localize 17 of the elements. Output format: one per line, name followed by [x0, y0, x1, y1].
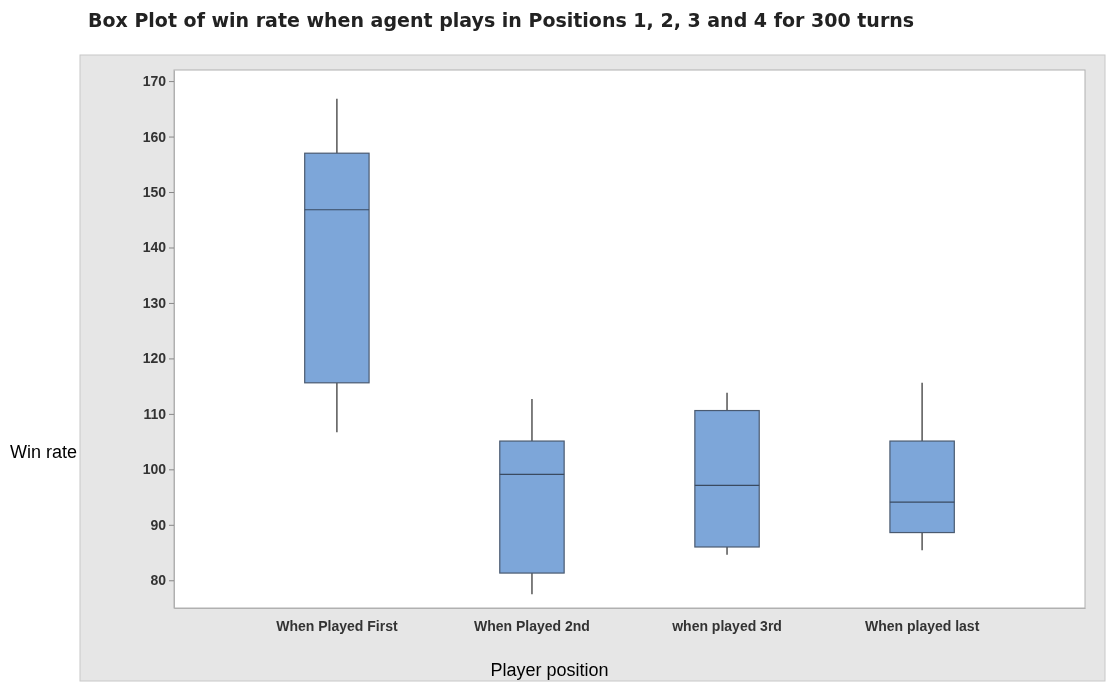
y-tick-label: 90: [150, 516, 167, 533]
y-tick-label: 100: [142, 461, 167, 478]
x-tick-label: when played 3rd: [671, 617, 782, 634]
x-tick-label: When played last: [864, 617, 980, 634]
y-tick-label: 80: [150, 572, 167, 589]
x-axis-title: Player position: [490, 660, 609, 680]
y-tick-label: 150: [142, 184, 167, 200]
y-tick-label: 110: [143, 405, 167, 422]
y-tick-label: 160: [142, 128, 167, 145]
y-tick-label: 170: [142, 73, 167, 90]
chart-title: Box Plot of win rate when agent plays in Positions 1, 2, 3 and 4 for 300 turns: [88, 9, 915, 31]
y-tick-label: 140: [142, 239, 167, 256]
y-tick-label: 120: [142, 350, 167, 367]
y-axis-title: Win rate: [10, 442, 78, 462]
x-tick-label: When Played First: [276, 617, 398, 634]
y-tick-label: 130: [142, 294, 167, 311]
x-tick-label: When Played 2nd: [474, 617, 590, 634]
